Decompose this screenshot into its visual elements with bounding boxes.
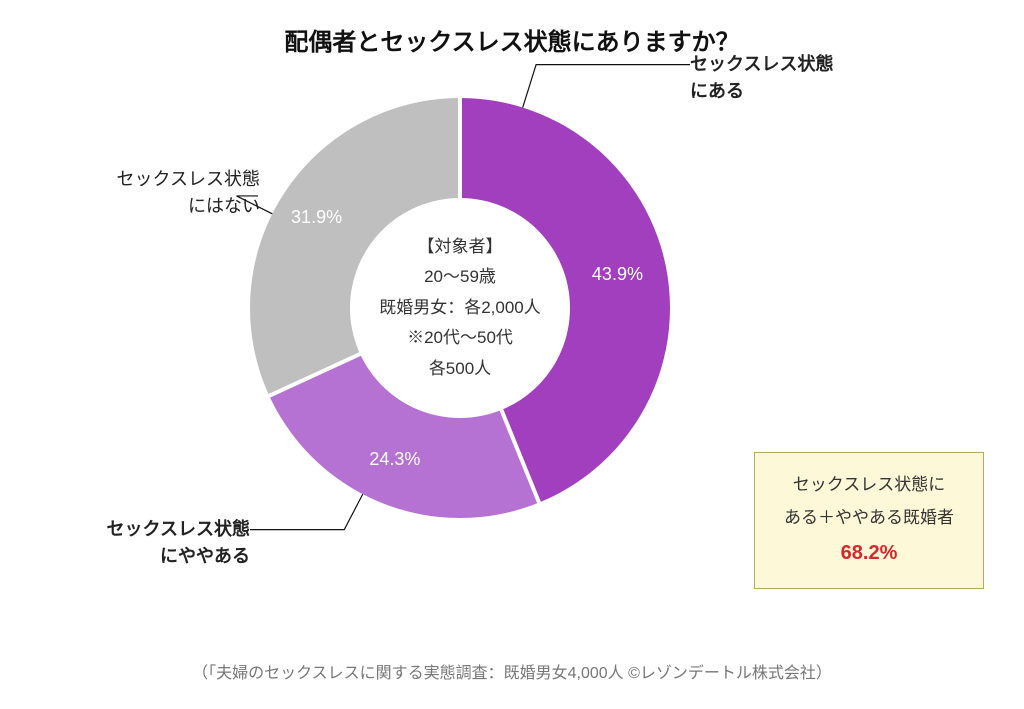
source-caption: （「夫婦のセックスレスに関する実態調査：既婚男女4,000人 ©レゾンデートル株… — [0, 659, 1024, 683]
slice-label-text: セックスレス状態 にある — [690, 54, 833, 101]
stage: 配偶者とセックスレス状態にありますか？ 【対象者】 20～59歳 既婚男女：各2… — [0, 0, 1024, 709]
slice-label-text: セックスレス状態 にややある — [107, 519, 250, 566]
donut-center: 【対象者】 20～59歳 既婚男女：各2,000人 ※20代～50代 各500人 — [350, 198, 570, 418]
slice-pct: 31.9% — [291, 207, 342, 228]
callout-pct: 68.2% — [765, 534, 973, 572]
callout-line: ある＋ややある既婚者 — [765, 502, 973, 534]
center-line: 【対象者】 — [418, 232, 503, 263]
chart-title: 配偶者とセックスレス状態にありますか？ — [0, 22, 1024, 57]
summary-callout: セックスレス状態に ある＋ややある既婚者 68.2% — [754, 452, 984, 589]
slice-label-1: セックスレス状態 にややある — [70, 516, 250, 570]
center-line: 20～59歳 — [424, 262, 496, 293]
slice-label-text: セックスレス状態 にはない — [117, 169, 260, 216]
slice-pct: 24.3% — [369, 449, 420, 470]
center-line: 各500人 — [429, 354, 491, 385]
slice-pct: 43.9% — [592, 264, 643, 285]
center-line: 既婚男女：各2,000人 — [379, 293, 541, 324]
center-line: ※20代～50代 — [407, 323, 513, 354]
slice-label-2: セックスレス状態 にはない — [80, 166, 260, 220]
donut-chart: 【対象者】 20～59歳 既婚男女：各2,000人 ※20代～50代 各500人… — [250, 98, 670, 518]
callout-line: セックスレス状態に — [765, 469, 973, 501]
slice-label-0: セックスレス状態 にある — [690, 51, 833, 105]
